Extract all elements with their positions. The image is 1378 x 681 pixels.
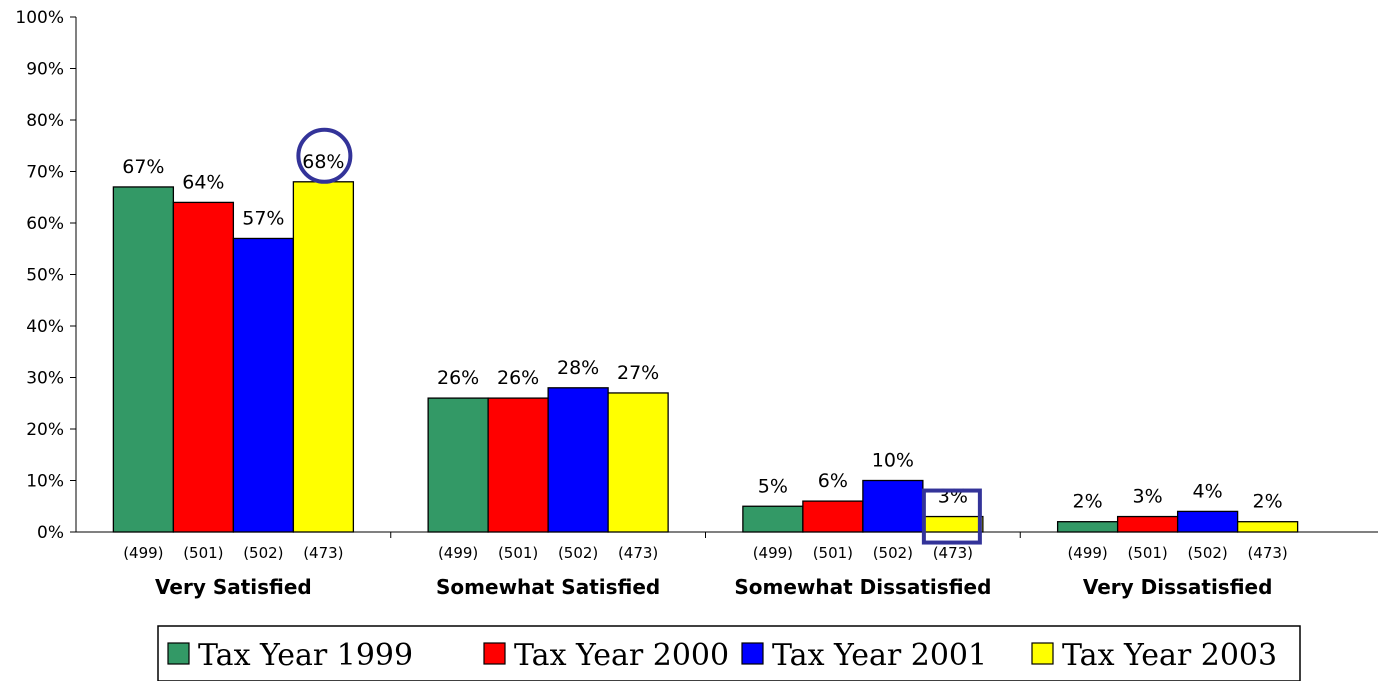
bar: [607, 392, 669, 533]
bar: [487, 397, 549, 533]
y-tick-label: 90%: [26, 60, 64, 80]
sample-size-label: (499): [753, 544, 793, 562]
data-label: 5%: [758, 475, 788, 497]
bar: [742, 505, 804, 533]
bar: [292, 181, 355, 533]
y-tick-label: 20%: [26, 420, 64, 440]
sample-size-label: (501): [813, 544, 853, 562]
data-label: 26%: [437, 367, 479, 389]
sample-size-label: (501): [498, 544, 538, 562]
y-tick-label: 100%: [15, 8, 64, 28]
y-tick-label: 50%: [26, 266, 64, 286]
data-label: 2%: [1073, 491, 1103, 513]
sample-size-label: (502): [558, 544, 598, 562]
data-label: 3%: [1133, 486, 1163, 508]
data-label: 68%: [302, 151, 344, 173]
bar: [112, 186, 175, 533]
data-label: 6%: [818, 470, 848, 492]
y-tick-label: 30%: [26, 369, 64, 389]
sample-size-label: (473): [933, 544, 973, 562]
y-tick-label: 10%: [26, 472, 64, 492]
category-label: Very Dissatisfied: [1083, 575, 1273, 599]
data-label: 27%: [617, 362, 659, 384]
legend-label: Tax Year 2003: [1062, 638, 1277, 673]
y-tick-label: 80%: [26, 111, 64, 131]
bar: [922, 515, 984, 533]
bar: [1116, 515, 1179, 533]
sample-size-label: (501): [183, 544, 223, 562]
bar: [427, 397, 489, 533]
sample-size-label: (499): [438, 544, 478, 562]
bar: [1056, 521, 1119, 533]
sample-size-label: (473): [1247, 544, 1287, 562]
legend-swatch: [741, 642, 764, 665]
bars: [112, 181, 1299, 533]
data-label: 2%: [1253, 491, 1283, 513]
highlight-circle: [296, 127, 353, 184]
legend-swatch: [167, 642, 190, 665]
sample-size-labels: (499) (501) (502) (473) (499) (501) (502) (473)…: [123, 544, 1288, 562]
y-tick-label: 0%: [37, 523, 64, 543]
y-tick-labels: 0% 10% 20% 30% 40% 50% 60% 70% 80% 90% 100%: [15, 8, 64, 543]
category-labels: Very Satisfied Somewhat Satisfied Somewhat…: [155, 575, 1272, 599]
sample-size-label: (473): [618, 544, 658, 562]
bar: [802, 500, 864, 533]
sample-size-label: (473): [303, 544, 343, 562]
legend-box: [157, 625, 1301, 681]
highlight-square: [921, 488, 982, 545]
data-label: 10%: [872, 450, 914, 472]
bar: [232, 237, 295, 533]
sample-size-label: (502): [1187, 544, 1227, 562]
y-tick-label: 60%: [26, 214, 64, 234]
bar: [547, 387, 609, 533]
sample-size-label: (502): [243, 544, 283, 562]
y-tick-label: 70%: [26, 163, 64, 183]
sample-size-label: (499): [123, 544, 163, 562]
bar: [1236, 521, 1299, 533]
legend-swatch: [1031, 642, 1054, 665]
sample-size-label: (501): [1127, 544, 1167, 562]
bar: [172, 201, 235, 533]
sample-size-label: (499): [1067, 544, 1107, 562]
legend-label: Tax Year 2000: [514, 638, 729, 673]
data-label: 26%: [497, 367, 539, 389]
data-label: 57%: [242, 207, 284, 229]
highlight-marks: [296, 127, 982, 545]
bar: [1176, 510, 1239, 533]
data-label: 64%: [182, 171, 224, 193]
legend: Tax Year 1999 Tax Year 2000 Tax Year 2001 T…: [157, 625, 1301, 681]
data-label: 4%: [1193, 480, 1223, 502]
category-label: Very Satisfied: [155, 575, 312, 599]
category-label: Somewhat Satisfied: [436, 575, 660, 599]
legend-swatch: [483, 642, 506, 665]
data-label: 67%: [122, 156, 164, 178]
legend-label: Tax Year 1999: [198, 638, 413, 673]
sample-size-label: (502): [873, 544, 913, 562]
category-label: Somewhat Dissatisfied: [734, 575, 991, 599]
data-label: 28%: [557, 357, 599, 379]
data-labels: 67%64%57%68%26% 26% 28% 27%5% 6%10%3% 2% 3% 4% 2…: [122, 151, 1282, 513]
legend-label: Tax Year 2001: [772, 638, 987, 673]
y-tick-label: 40%: [26, 317, 64, 337]
bar: [862, 479, 924, 533]
